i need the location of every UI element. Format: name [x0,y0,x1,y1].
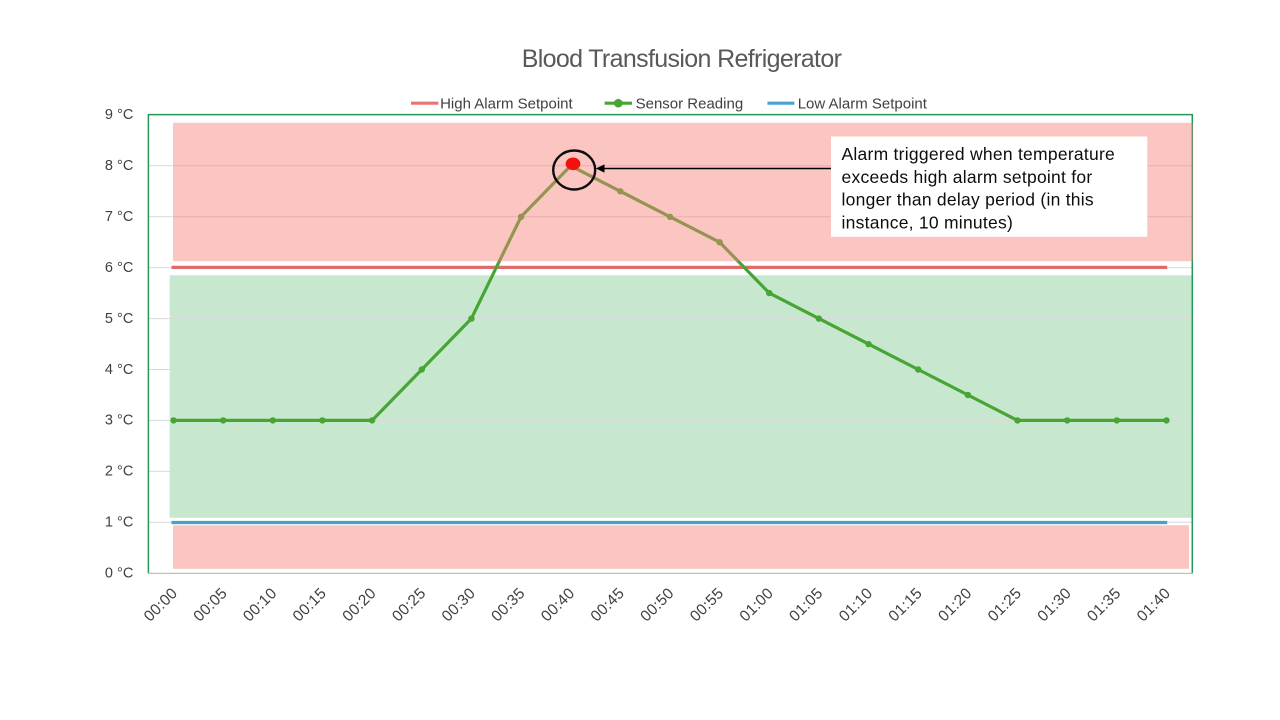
svg-text:2 °C: 2 °C [105,464,133,480]
svg-text:3 °C: 3 °C [105,413,133,429]
svg-text:exceeds high alarm setpoint fo: exceeds high alarm setpoint for [842,167,1093,187]
svg-text:instance, 10 minutes): instance, 10 minutes) [842,212,1014,232]
svg-text:Blood Transfusion Refrigerator: Blood Transfusion Refrigerator [522,45,842,73]
svg-text:6 °C: 6 °C [105,260,133,276]
svg-text:Alarm triggered when temperatu: Alarm triggered when temperature [842,144,1116,164]
svg-text:0 °C: 0 °C [105,566,133,582]
svg-text:5 °C: 5 °C [105,311,133,327]
svg-text:9 °C: 9 °C [105,107,133,123]
svg-text:longer than delay period (in t: longer than delay period (in this [842,190,1094,210]
svg-text:8 °C: 8 °C [105,158,133,174]
svg-text:High Alarm Setpoint: High Alarm Setpoint [440,95,573,112]
svg-text:1 °C: 1 °C [105,515,133,531]
svg-text:7 °C: 7 °C [105,209,133,225]
svg-text:Sensor Reading: Sensor Reading [636,95,744,112]
svg-text:Low Alarm Setpoint: Low Alarm Setpoint [798,95,928,112]
svg-text:4 °C: 4 °C [105,362,133,378]
